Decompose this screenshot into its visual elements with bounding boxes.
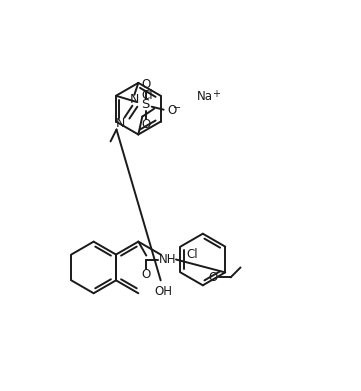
- Text: −: −: [173, 103, 182, 113]
- Text: OH: OH: [154, 285, 172, 298]
- Text: Cl: Cl: [187, 248, 198, 261]
- Text: Na: Na: [197, 90, 213, 103]
- Text: +: +: [212, 89, 220, 99]
- Text: N: N: [130, 93, 139, 106]
- Text: O: O: [141, 78, 151, 91]
- Text: O: O: [141, 118, 151, 131]
- Text: O: O: [208, 271, 217, 284]
- Text: Cl: Cl: [141, 89, 153, 102]
- Text: NH: NH: [159, 253, 177, 266]
- Text: O: O: [167, 104, 176, 117]
- Text: N: N: [116, 117, 125, 130]
- Text: S: S: [142, 98, 150, 111]
- Text: O: O: [142, 268, 151, 281]
